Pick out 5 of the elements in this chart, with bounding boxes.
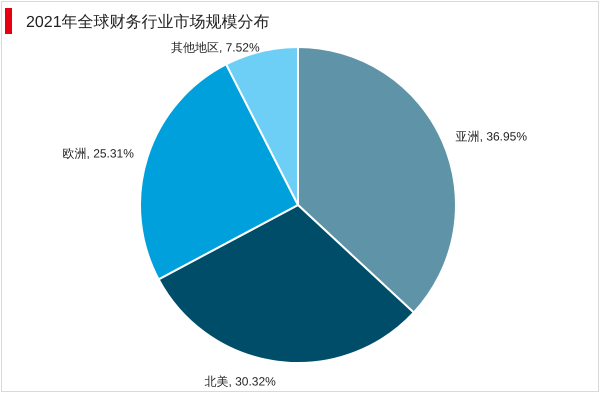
- slice-label: 北美, 30.32%: [204, 374, 276, 389]
- slice-label: 欧洲, 25.31%: [62, 146, 134, 160]
- slice-label: 其他地区, 7.52%: [170, 40, 260, 55]
- chart-title: 2021年全球财务行业市场规模分布: [26, 13, 270, 31]
- slice-label: 亚洲, 36.95%: [456, 129, 528, 144]
